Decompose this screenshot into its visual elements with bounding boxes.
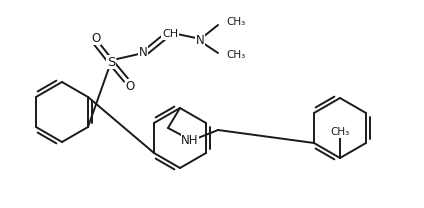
Text: S: S	[107, 56, 115, 68]
Text: NH: NH	[181, 134, 199, 146]
Text: O: O	[92, 31, 100, 45]
Text: O: O	[126, 79, 135, 93]
Text: CH₃: CH₃	[226, 17, 245, 27]
Text: N: N	[139, 46, 148, 58]
Text: N: N	[195, 33, 204, 47]
Text: CH₃: CH₃	[226, 50, 245, 60]
Text: CH₃: CH₃	[330, 127, 350, 137]
Text: CH: CH	[162, 29, 178, 39]
